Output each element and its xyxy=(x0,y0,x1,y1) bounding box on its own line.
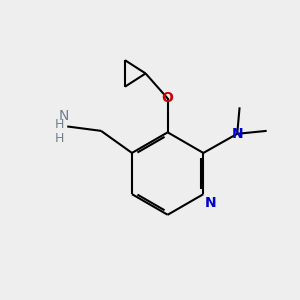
Text: N: N xyxy=(205,196,217,210)
Text: N: N xyxy=(231,127,243,141)
Text: H: H xyxy=(55,132,64,145)
Text: O: O xyxy=(162,92,174,106)
Text: H: H xyxy=(55,118,64,131)
Text: N: N xyxy=(58,109,69,123)
